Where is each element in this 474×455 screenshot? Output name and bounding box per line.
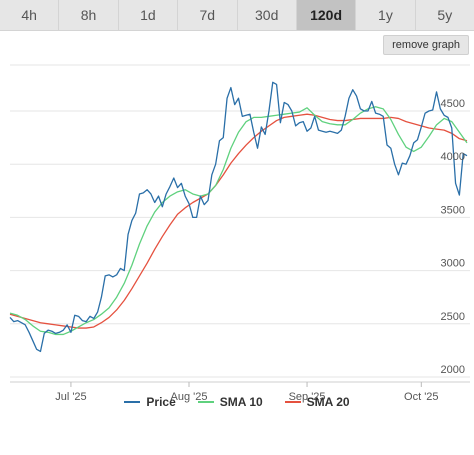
legend-label-sma-20: SMA 20 (306, 395, 350, 409)
tab-7d[interactable]: 7d (178, 0, 238, 30)
time-range-tabs: 4h 8h 1d 7d 30d 120d 1y 5y (0, 0, 474, 31)
legend-item-price[interactable]: Price (124, 392, 176, 412)
y-tick-label: 4500 (441, 98, 465, 110)
y-axis: 2000 2500 3000 3500 4000 4500 (441, 98, 465, 376)
legend-swatch-price (124, 401, 141, 403)
chart-grid (10, 64, 470, 378)
legend-label-sma-10: SMA 10 (219, 395, 263, 409)
legend-label-price: Price (146, 395, 176, 409)
tab-1y[interactable]: 1y (356, 0, 416, 30)
y-tick-label: 2000 (441, 364, 465, 376)
chart-legend: Price SMA 10 SMA 20 (0, 392, 474, 412)
tab-4h[interactable]: 4h (0, 0, 60, 30)
x-tick-label: Aug '25 (171, 391, 208, 403)
tab-120d[interactable]: 120d (296, 0, 357, 30)
tab-5y[interactable]: 5y (437, 7, 453, 23)
y-tick-label: 4000 (441, 151, 465, 163)
legend-item-sma-20[interactable]: SMA 20 (284, 392, 350, 412)
y-tick-label: 2500 (441, 311, 465, 323)
x-axis: Jul '25 Aug '25 Sep '25 Oct '25 (10, 381, 470, 403)
series-line-price[interactable] (9, 81, 468, 353)
tab-30d[interactable]: 30d (238, 0, 297, 30)
y-tick-label: 3500 (441, 204, 465, 216)
legend-item-sma-10[interactable]: SMA 10 (197, 392, 263, 412)
series-line-sma-20[interactable] (9, 113, 468, 329)
tab-8h[interactable]: 8h (59, 0, 119, 30)
tab-1d[interactable]: 1d (119, 0, 179, 30)
remove-graph-button[interactable]: remove graph (383, 35, 469, 55)
legend-swatch-sma-10 (197, 401, 214, 403)
legend-swatch-sma-20 (284, 401, 301, 403)
y-tick-label: 3000 (441, 258, 465, 270)
chart-series (9, 81, 468, 353)
x-tick-label: Sep '25 (289, 391, 326, 403)
x-tick-label: Oct '25 (404, 391, 439, 403)
series-line-sma-10[interactable] (9, 106, 468, 336)
x-tick-label: Jul '25 (55, 391, 86, 403)
